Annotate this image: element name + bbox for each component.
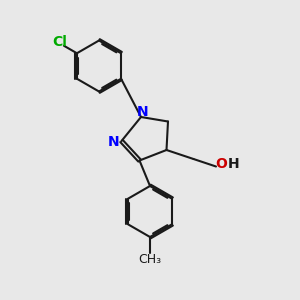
Text: H: H	[228, 157, 240, 171]
Text: CH₃: CH₃	[138, 253, 162, 266]
Text: N: N	[137, 105, 148, 118]
Text: N: N	[107, 136, 119, 149]
Text: O: O	[215, 157, 227, 171]
Text: Cl: Cl	[52, 35, 68, 49]
